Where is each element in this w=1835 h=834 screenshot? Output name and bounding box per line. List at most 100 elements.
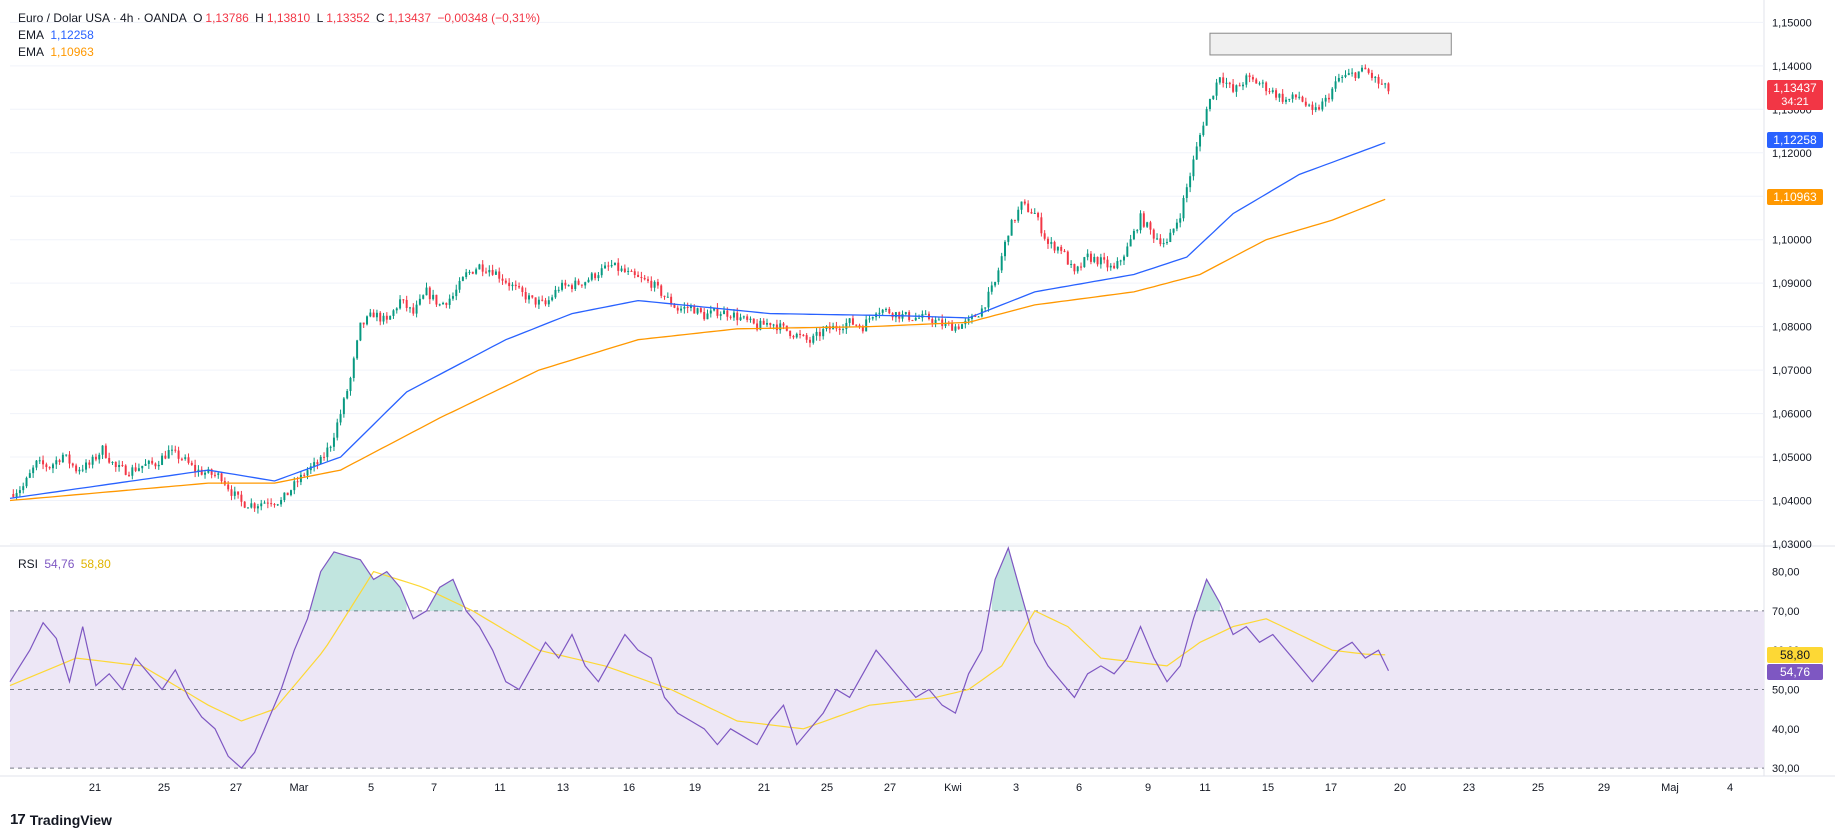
candle-body — [98, 454, 101, 460]
candle-body — [161, 455, 164, 465]
candle-body — [650, 280, 653, 288]
candle-body — [1284, 99, 1287, 102]
candle-body — [197, 469, 200, 472]
candle-body — [1314, 107, 1317, 110]
candle-body — [822, 328, 825, 337]
candle-body — [1000, 256, 1003, 271]
candle-body — [91, 456, 94, 465]
rsi-overbought-fill — [1196, 579, 1220, 611]
candle-body — [352, 358, 355, 378]
candle-body — [547, 300, 550, 305]
candle-body — [749, 318, 752, 320]
candle-body — [1334, 81, 1337, 89]
candle-body — [653, 281, 656, 288]
candle-body — [666, 296, 669, 298]
candle-body — [1056, 246, 1059, 251]
ema1-legend[interactable]: EMA 1,12258 — [18, 27, 97, 44]
candle-body — [1248, 75, 1251, 78]
candle-body — [190, 462, 193, 465]
candle-body — [1023, 201, 1026, 204]
candle-body — [1033, 213, 1036, 215]
candle-body — [346, 391, 349, 399]
time-tick-label: 11 — [494, 782, 505, 794]
ema2-label: EMA — [18, 45, 45, 59]
candle-body — [554, 289, 557, 298]
candle-body — [1202, 125, 1205, 136]
candle-body — [35, 460, 38, 468]
candle-body — [415, 304, 418, 314]
rsi-overbought-fill — [429, 579, 463, 611]
candle-body — [881, 309, 884, 313]
candle-body — [1179, 218, 1182, 223]
candle-body — [1073, 263, 1076, 272]
candle-body — [230, 489, 233, 496]
candle-body — [590, 273, 593, 280]
candle-body — [58, 460, 61, 463]
last-price-tag: 1,13437 34:21 — [1767, 80, 1823, 110]
candle-body — [660, 285, 663, 296]
candle-body — [802, 334, 805, 336]
candle-body — [51, 464, 54, 469]
candle-body — [144, 463, 147, 466]
candle-body — [567, 285, 570, 287]
price-pane: 1,03000 1,04000 1,05000 1,06000 1,07000 1,080… — [0, 0, 1835, 777]
candle-body — [1384, 83, 1387, 85]
candle-body — [247, 507, 249, 509]
candle-body — [32, 467, 35, 474]
candle-body — [766, 322, 768, 325]
candle-body — [1040, 217, 1043, 234]
rsi-legend[interactable]: RSI 54,76 58,80 — [18, 556, 114, 573]
candle-body — [587, 279, 590, 283]
candle-body — [630, 270, 633, 272]
ema2-legend[interactable]: EMA 1,10963 — [18, 44, 97, 61]
candle-body — [1116, 261, 1119, 269]
candle-body — [45, 464, 48, 468]
candle-body — [68, 454, 71, 464]
candle-body — [514, 284, 517, 287]
candle-body — [1129, 239, 1132, 247]
tradingview-logo[interactable]: 17 TradingView — [10, 811, 112, 828]
candle-body — [147, 460, 150, 464]
candle-body — [276, 504, 279, 506]
candle-body — [1046, 238, 1049, 244]
candle-body — [48, 467, 51, 469]
time-tick-label: 4 — [1727, 782, 1733, 794]
price-tick-label: 1,14000 — [1772, 61, 1812, 73]
candle-body — [1258, 83, 1261, 85]
candle-body — [1093, 256, 1096, 262]
rsi-tick-label: 30,00 — [1772, 763, 1800, 775]
candle-body — [85, 462, 88, 470]
candle-body — [1337, 77, 1340, 82]
candle-body — [931, 319, 934, 323]
candle-body — [313, 462, 316, 467]
candle-body — [845, 322, 848, 330]
candle-body — [256, 506, 259, 509]
candle-body — [382, 315, 385, 322]
candle-body — [1271, 90, 1274, 92]
candle-body — [871, 317, 874, 319]
candle-body — [65, 454, 68, 456]
candle-body — [369, 312, 372, 317]
rsi-line — [9, 546, 1390, 769]
ema2-value: 1,10963 — [50, 45, 94, 59]
candle-body — [855, 324, 858, 326]
candle-body — [967, 318, 970, 321]
candle-body — [1083, 257, 1086, 268]
candle-body — [1037, 213, 1040, 218]
candle-body — [316, 462, 319, 465]
candle-body — [977, 316, 980, 318]
candle-body — [134, 467, 137, 471]
candle-body — [610, 265, 613, 267]
candle-body — [204, 472, 207, 475]
candle-body — [1109, 265, 1112, 268]
candle-body — [22, 486, 25, 491]
candle-body — [445, 302, 448, 305]
time-tick-label: Mar — [290, 782, 309, 794]
candle-body — [38, 460, 41, 462]
candle-body — [114, 461, 117, 468]
candle-body — [395, 308, 398, 311]
candle-body — [680, 308, 683, 311]
candle-body — [1235, 85, 1238, 92]
candle-body — [88, 462, 91, 465]
